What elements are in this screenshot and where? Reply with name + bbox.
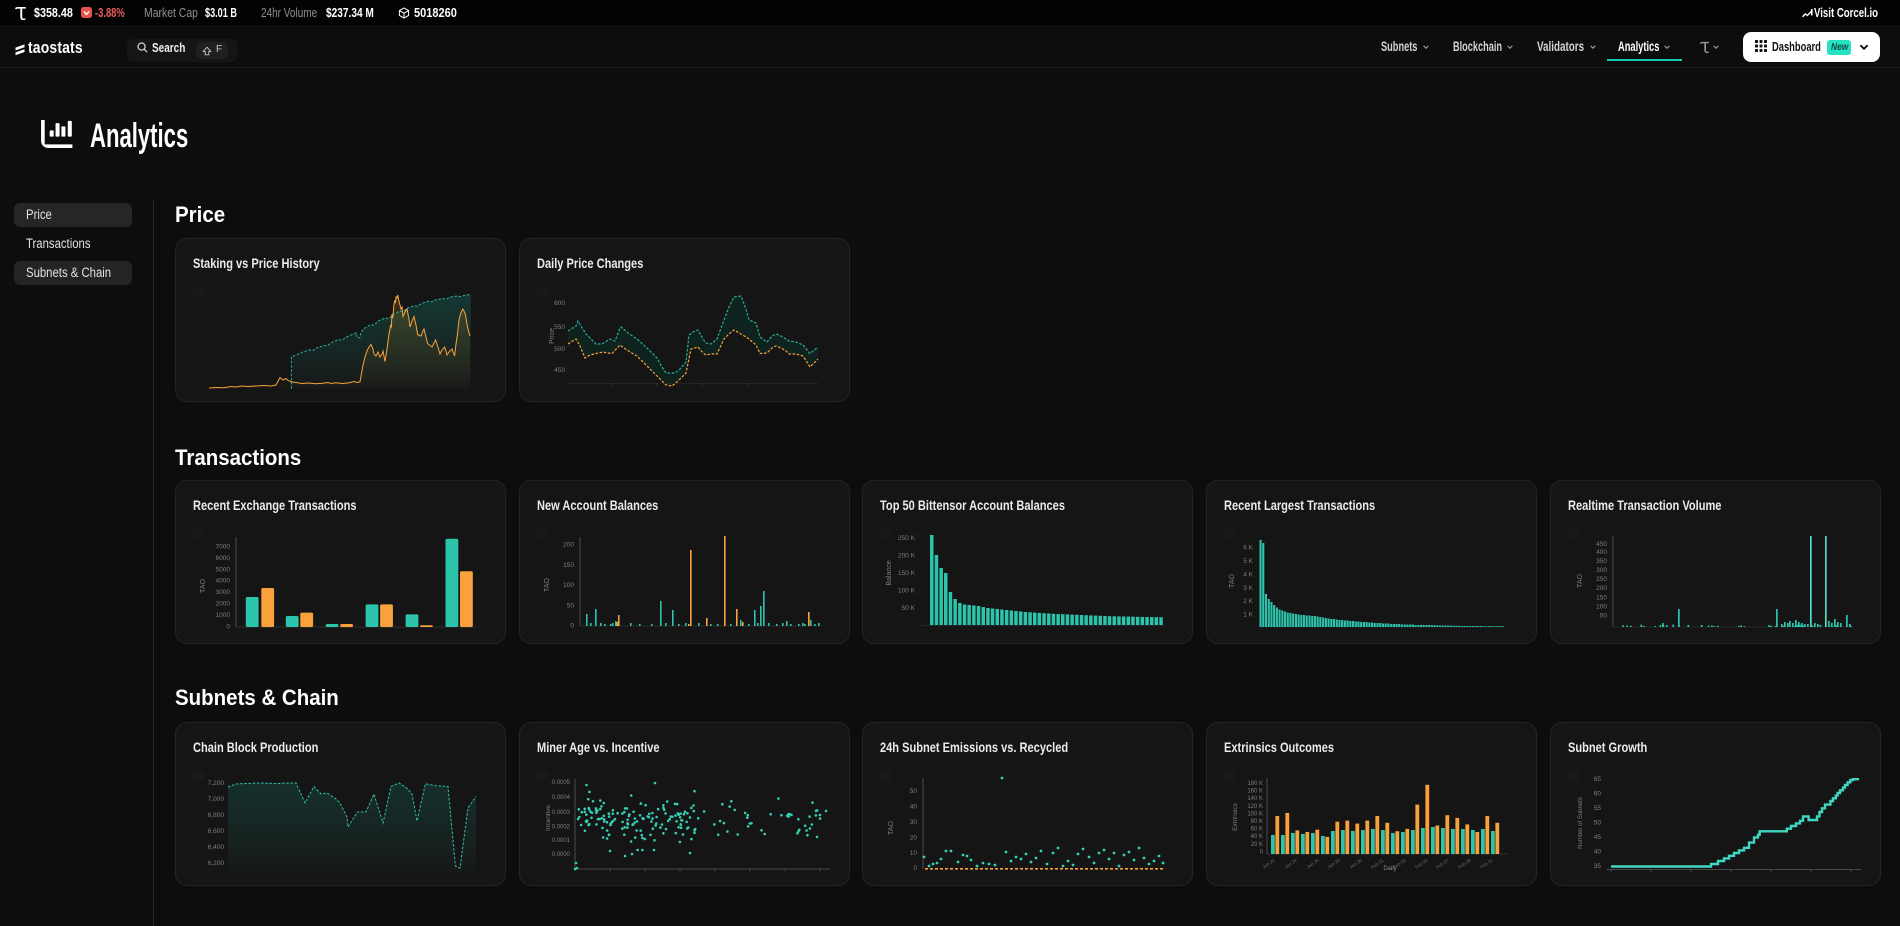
svg-text:Feb 11: Feb 11 xyxy=(1479,857,1493,869)
svg-text:Incentive: Incentive xyxy=(545,805,552,831)
svg-text:40 K: 40 K xyxy=(1251,834,1263,840)
svg-text:0: 0 xyxy=(570,623,574,630)
svg-text:200 K: 200 K xyxy=(898,553,916,560)
svg-text:50 K: 50 K xyxy=(902,605,916,612)
svg-text:100 K: 100 K xyxy=(1247,811,1263,817)
svg-text:35: 35 xyxy=(1594,863,1602,870)
svg-text:45: 45 xyxy=(1594,834,1602,841)
svg-text:250 K: 250 K xyxy=(898,535,916,542)
svg-text:0: 0 xyxy=(226,623,230,630)
svg-text:40: 40 xyxy=(910,804,918,811)
svg-text:100: 100 xyxy=(1596,603,1607,610)
svg-text:450: 450 xyxy=(1596,541,1607,548)
svg-text:4000: 4000 xyxy=(216,578,231,585)
svg-text:TAO: TAO xyxy=(200,579,207,593)
svg-text:300: 300 xyxy=(1596,567,1607,574)
svg-text:6,200: 6,200 xyxy=(208,860,225,867)
svg-text:60: 60 xyxy=(1594,791,1602,798)
svg-text:Jan 26: Jan 26 xyxy=(1306,857,1320,869)
svg-text:150: 150 xyxy=(1596,594,1607,601)
svg-text:Price: Price xyxy=(549,328,556,344)
svg-text:60 K: 60 K xyxy=(1251,827,1263,833)
svg-text:180 K: 180 K xyxy=(1247,781,1263,787)
svg-text:2 K: 2 K xyxy=(1243,598,1253,605)
svg-text:150: 150 xyxy=(563,562,574,569)
svg-text:100 K: 100 K xyxy=(898,587,916,594)
svg-text:250: 250 xyxy=(1596,576,1607,583)
svg-text:80 K: 80 K xyxy=(1251,819,1263,825)
svg-text:6,600: 6,600 xyxy=(208,828,225,835)
svg-text:0.0003: 0.0003 xyxy=(552,810,571,816)
svg-text:0.0004: 0.0004 xyxy=(552,795,571,801)
svg-text:7,200: 7,200 xyxy=(208,780,225,787)
svg-text:0: 0 xyxy=(1260,849,1264,855)
svg-text:5000: 5000 xyxy=(216,566,231,573)
svg-text:150 K: 150 K xyxy=(898,570,916,577)
svg-text:500: 500 xyxy=(554,346,565,353)
svg-text:160 K: 160 K xyxy=(1247,789,1263,795)
svg-text:100: 100 xyxy=(563,582,574,589)
svg-text:20: 20 xyxy=(910,835,918,842)
svg-text:5 K: 5 K xyxy=(1243,558,1253,565)
svg-text:3000: 3000 xyxy=(216,589,231,596)
svg-text:20 K: 20 K xyxy=(1251,842,1263,848)
svg-text:Feb 05: Feb 05 xyxy=(1414,857,1429,869)
svg-text:10: 10 xyxy=(910,850,918,857)
svg-text:Balance: Balance xyxy=(886,560,893,585)
svg-text:0.0002: 0.0002 xyxy=(552,825,571,831)
svg-text:Jan 30: Jan 30 xyxy=(1349,857,1363,869)
svg-text:6 K: 6 K xyxy=(1243,544,1253,551)
svg-text:Jan 28: Jan 28 xyxy=(1327,857,1341,869)
svg-text:6,800: 6,800 xyxy=(208,812,225,819)
svg-text:7000: 7000 xyxy=(216,544,231,551)
svg-text:Daily: Daily xyxy=(1383,866,1396,872)
svg-text:0.0005: 0.0005 xyxy=(552,780,571,786)
svg-text:Feb 07: Feb 07 xyxy=(1435,857,1450,869)
svg-text:Jan 22: Jan 22 xyxy=(1262,857,1276,869)
svg-text:3 K: 3 K xyxy=(1243,585,1253,592)
svg-text:550: 550 xyxy=(554,324,565,331)
svg-text:140 K: 140 K xyxy=(1247,796,1263,802)
svg-text:50: 50 xyxy=(910,788,918,795)
svg-text:50: 50 xyxy=(1594,820,1602,827)
svg-text:200: 200 xyxy=(1596,585,1607,592)
svg-text:Feb 09: Feb 09 xyxy=(1457,857,1472,869)
svg-text:6000: 6000 xyxy=(216,555,231,562)
svg-text:Number of Subnets: Number of Subnets xyxy=(1578,797,1584,849)
svg-text:Jan 24: Jan 24 xyxy=(1284,857,1298,869)
svg-text:1 K: 1 K xyxy=(1243,612,1253,619)
svg-text:120 K: 120 K xyxy=(1247,804,1263,810)
svg-text:50: 50 xyxy=(1600,612,1608,619)
svg-text:450: 450 xyxy=(554,367,565,374)
svg-text:55: 55 xyxy=(1594,805,1602,812)
svg-text:4 K: 4 K xyxy=(1243,572,1253,579)
svg-text:0: 0 xyxy=(913,865,917,872)
svg-text:0.0000: 0.0000 xyxy=(552,852,571,858)
svg-text:TAO: TAO xyxy=(1577,574,1584,588)
svg-text:400: 400 xyxy=(1596,549,1607,556)
svg-text:TAO: TAO xyxy=(888,821,895,835)
svg-text:7,000: 7,000 xyxy=(208,796,225,803)
svg-text:50: 50 xyxy=(567,603,575,610)
svg-text:350: 350 xyxy=(1596,558,1607,565)
svg-text:200: 200 xyxy=(563,542,574,549)
svg-text:2000: 2000 xyxy=(216,601,231,608)
svg-text:TAO: TAO xyxy=(1229,574,1236,588)
svg-text:TAO: TAO xyxy=(544,578,551,592)
svg-text:1000: 1000 xyxy=(216,612,231,619)
svg-text:40: 40 xyxy=(1594,849,1602,856)
svg-text:0.0001: 0.0001 xyxy=(552,838,571,844)
svg-text:6,400: 6,400 xyxy=(208,844,225,851)
svg-text:30: 30 xyxy=(910,819,918,826)
svg-text:65: 65 xyxy=(1594,776,1602,783)
svg-text:600: 600 xyxy=(554,300,565,307)
svg-text:Extrinsics: Extrinsics xyxy=(1232,802,1239,831)
